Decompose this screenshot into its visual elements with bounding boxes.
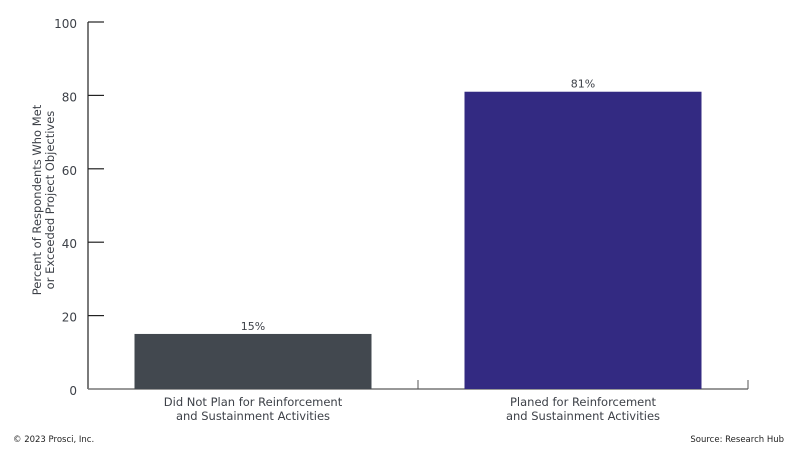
x-category-label: and Sustainment Activities bbox=[506, 409, 660, 423]
copyright-text: © 2023 Prosci, Inc. bbox=[13, 435, 95, 445]
bar bbox=[134, 333, 372, 389]
x-category-label: Did Not Plan for Reinforcement bbox=[164, 395, 343, 409]
y-tick-label: 60 bbox=[62, 164, 77, 178]
data-label: 15% bbox=[241, 320, 265, 333]
source-text: Source: Research Hub bbox=[690, 435, 784, 445]
y-tick-label: 100 bbox=[54, 17, 77, 31]
y-tick-label: 20 bbox=[62, 311, 77, 325]
y-tick-label: 40 bbox=[62, 237, 77, 251]
data-label: 81% bbox=[571, 78, 595, 91]
x-category-label: Planed for Reinforcement bbox=[510, 395, 657, 409]
y-axis-title-line: or Exceeded Project Objectives bbox=[43, 111, 57, 290]
x-category-label: and Sustainment Activities bbox=[176, 409, 330, 423]
y-axis-title-line: Percent of Respondents Who Met bbox=[30, 104, 44, 295]
y-tick-label: 80 bbox=[62, 90, 77, 104]
y-tick-label: 0 bbox=[69, 384, 77, 398]
y-axis-title: Percent of Respondents Who Met or Exceede… bbox=[30, 104, 57, 295]
bar bbox=[464, 91, 702, 389]
